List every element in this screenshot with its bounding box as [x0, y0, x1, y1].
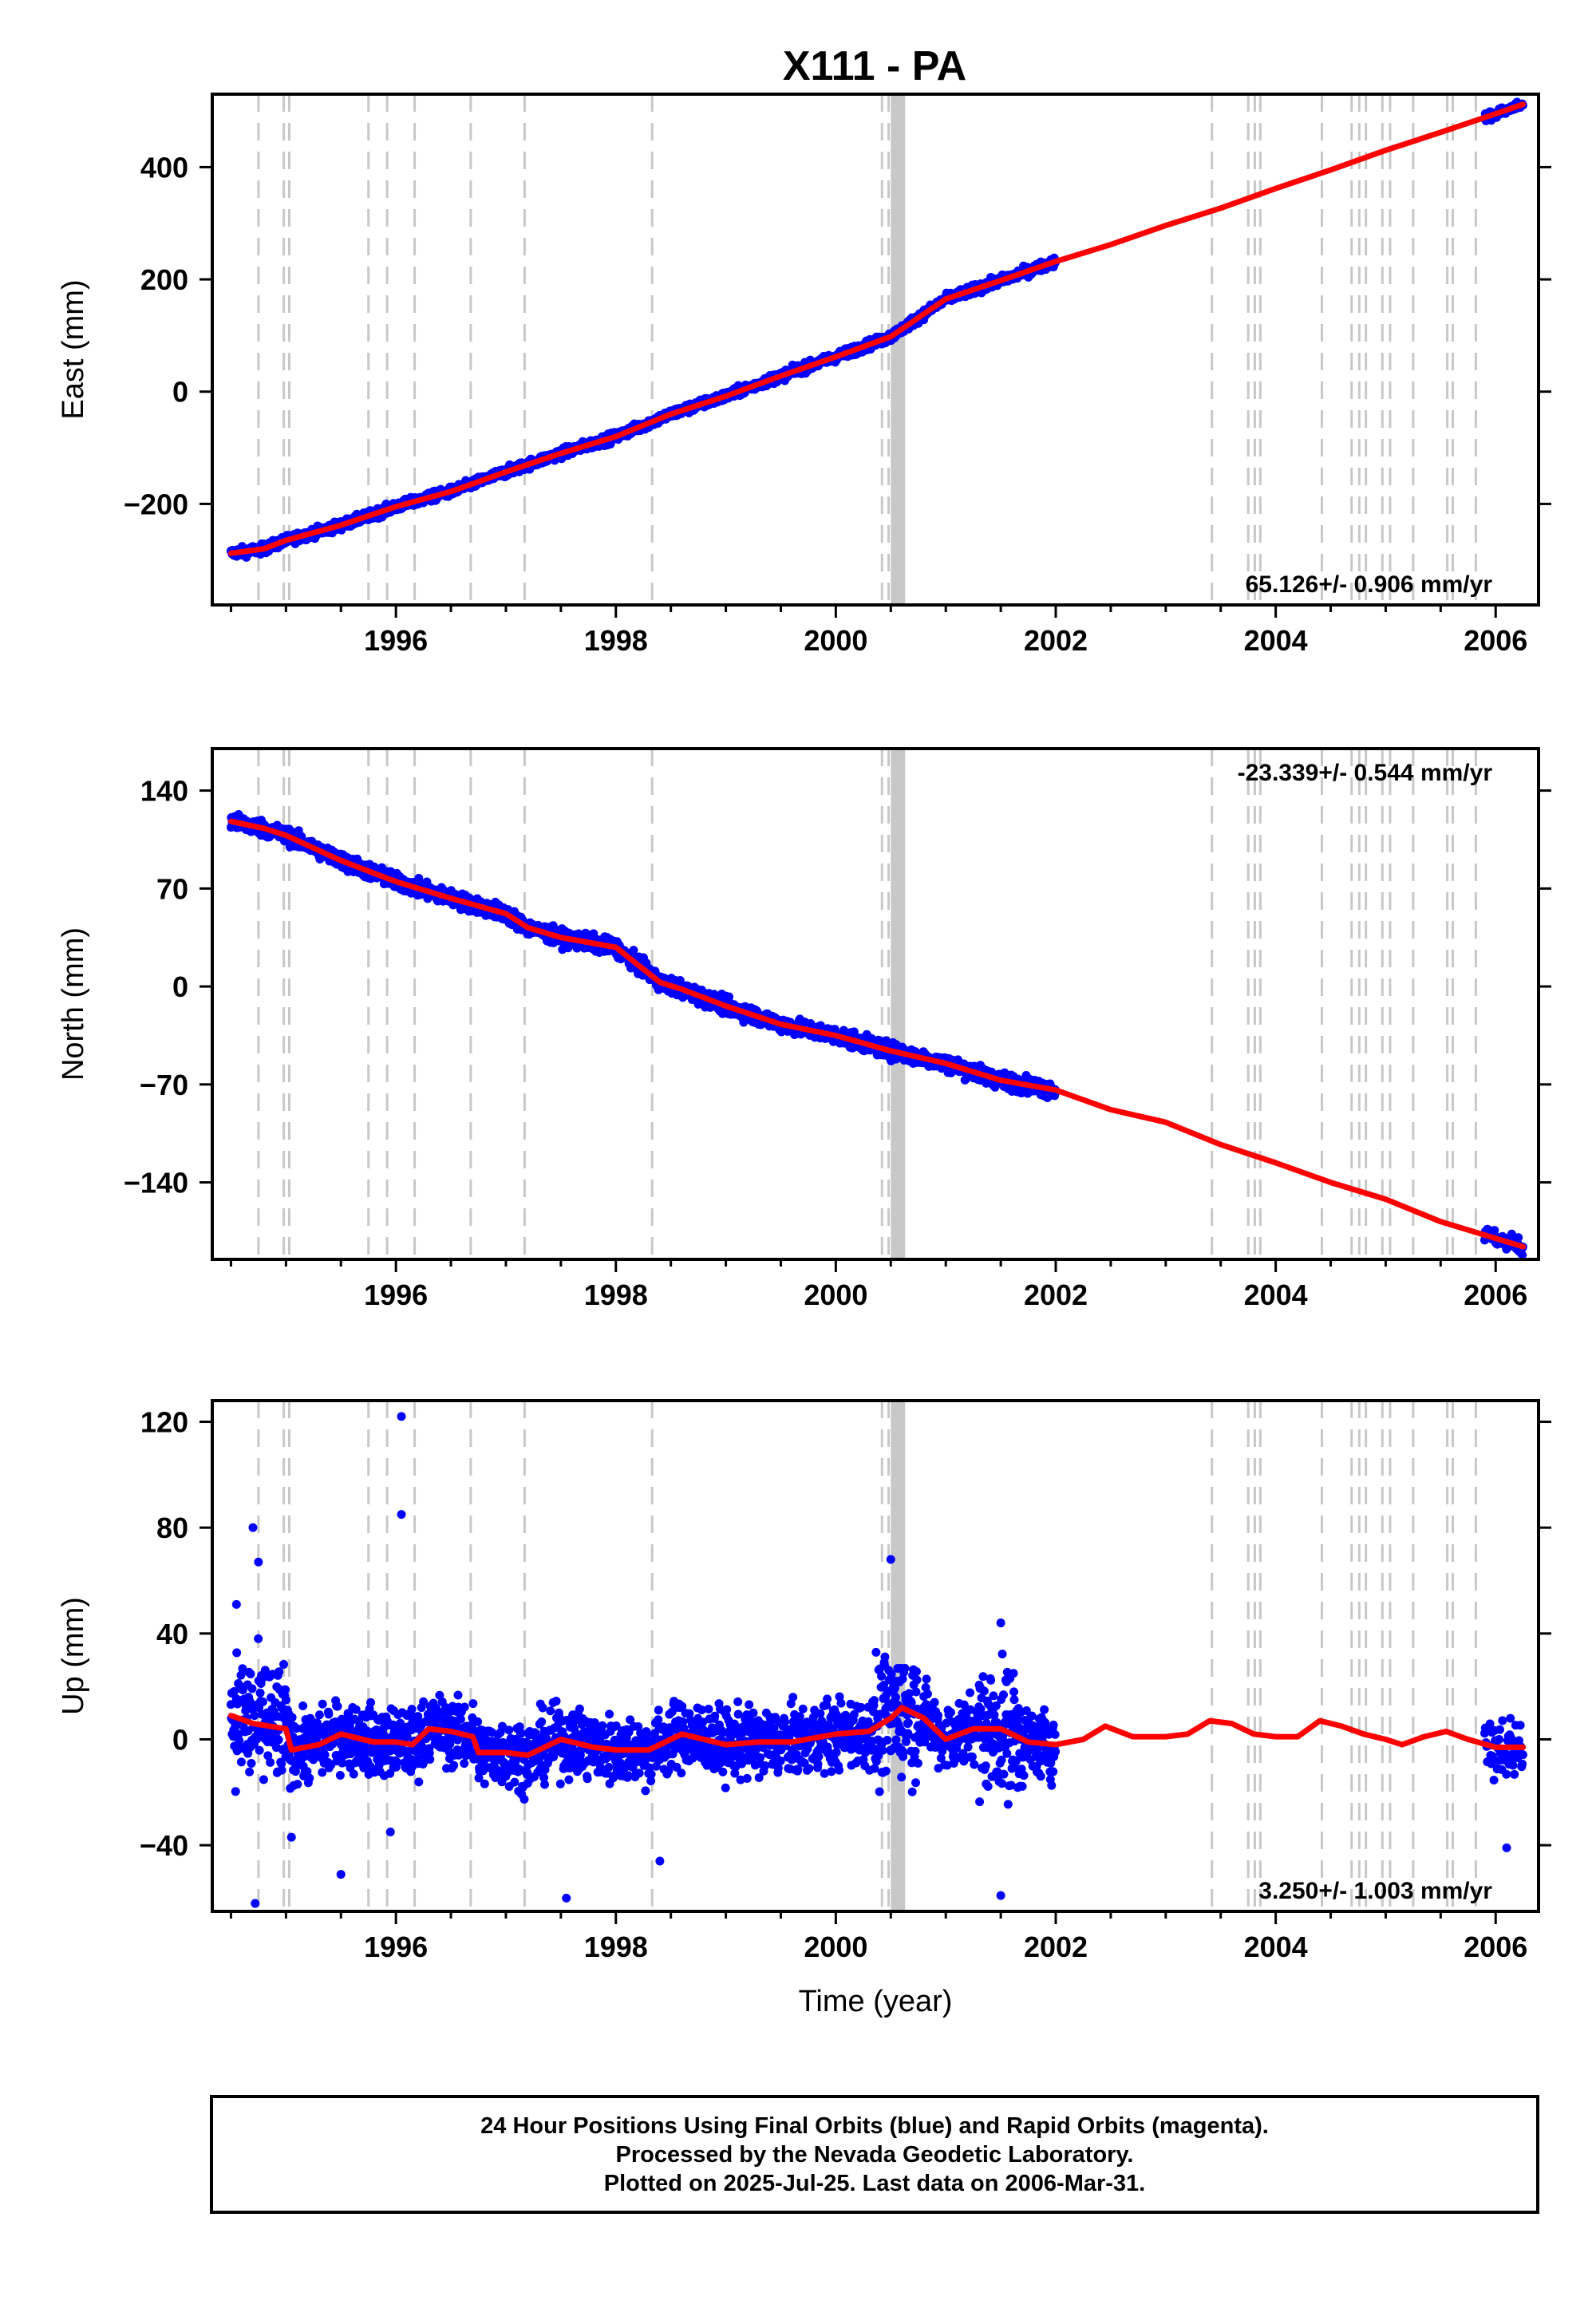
x-tick-label: 2006 [1464, 624, 1527, 657]
y-tick-label: −140 [124, 1167, 188, 1199]
data-point [238, 1664, 247, 1674]
plot-area-up [226, 1401, 1527, 1911]
data-point [266, 1757, 275, 1767]
data-point [629, 946, 638, 955]
data-point [335, 1771, 345, 1780]
data-point [318, 1768, 327, 1777]
data-point [293, 1780, 302, 1789]
data-point [258, 1697, 267, 1706]
y-tick-label: 0 [172, 970, 188, 1003]
data-point [298, 1701, 308, 1711]
event-band [891, 749, 906, 1259]
data-point [291, 1724, 301, 1733]
x-tick-label: 2002 [1024, 1279, 1088, 1311]
data-point [366, 1697, 376, 1707]
y-axis-label: East (mm) [57, 279, 90, 419]
data-point [275, 1667, 284, 1677]
data-point [372, 1726, 381, 1736]
x-tick-label: 2004 [1244, 624, 1308, 657]
plot-title: X111 - PA [783, 43, 966, 89]
panel-east: 1996 1998 2000 2002 2004 2006 −200 0 200 400 East … [57, 93, 1551, 657]
y-axis-label: North (mm) [57, 927, 90, 1081]
data-point [274, 1735, 283, 1745]
y-tick-label: 400 [140, 151, 188, 184]
data-point [277, 1765, 286, 1775]
data-point [259, 1775, 268, 1784]
data-point [333, 1701, 342, 1711]
x-tick-label: 2002 [1024, 624, 1088, 657]
y-tick-label: 140 [140, 775, 188, 808]
data-point [235, 1736, 244, 1745]
data-point [349, 1769, 358, 1779]
data-point [277, 1759, 286, 1769]
data-point [280, 1685, 290, 1694]
data-point [287, 1713, 297, 1722]
plot-frame-east [211, 93, 1540, 607]
x-tick-label: 1996 [364, 624, 428, 657]
data-point [320, 1750, 330, 1760]
data-point [263, 1751, 273, 1761]
data-point [247, 1684, 257, 1694]
data-point [279, 1659, 289, 1669]
y-tick-label: 0 [172, 376, 188, 409]
x-tick-label: 2000 [804, 624, 867, 657]
data-point [299, 1752, 309, 1761]
x-tick-label: 1998 [584, 624, 648, 657]
data-point [318, 1699, 327, 1709]
panel-north: 1996 1998 2000 2002 2004 2006 −140 −70 0 70 140 Nor… [57, 747, 1551, 1311]
data-point [255, 1745, 264, 1755]
y-tick-label: 200 [140, 263, 188, 296]
model-line-north [227, 818, 1527, 1250]
data-point [1514, 1233, 1523, 1243]
panels: 1996 1998 2000 2002 2004 2006 −200 0 200 400 East … [57, 93, 1551, 2018]
data-point [1490, 1226, 1499, 1235]
x-tick-label: 2006 [1464, 1279, 1527, 1311]
data-point [324, 1709, 334, 1719]
data-point [254, 1634, 263, 1643]
data-point [1518, 1250, 1527, 1259]
data-point [302, 1767, 312, 1777]
data-point [226, 1700, 235, 1709]
data-point [231, 1787, 240, 1796]
data-point [305, 1773, 314, 1783]
data-point [232, 1648, 242, 1658]
data-points-up [226, 1412, 1527, 1908]
event-band [891, 1401, 906, 1911]
y-tick-label: −70 [140, 1069, 188, 1101]
rate-label: -23.339+/- 0.544 mm/yr [1238, 760, 1493, 786]
x-tick-label: 1996 [364, 1279, 428, 1311]
data-point [250, 1711, 259, 1721]
y-tick-label: 70 [156, 872, 188, 905]
y-tick-label: −200 [124, 488, 188, 520]
data-point [246, 1669, 255, 1678]
rate-label: 65.126+/- 0.906 mm/yr [1246, 571, 1493, 598]
event-band [891, 94, 906, 605]
x-tick-label: 1998 [584, 1279, 648, 1311]
data-point [351, 1705, 361, 1714]
data-point [881, 1036, 891, 1045]
data-point [281, 1695, 290, 1705]
data-point [236, 1757, 246, 1767]
plot-area-east [226, 94, 1527, 605]
data-point [236, 1670, 246, 1680]
data-point [260, 1666, 270, 1675]
x-tick-label: 2004 [1244, 1279, 1308, 1311]
model-line-east [227, 101, 1527, 556]
data-point [338, 1758, 347, 1768]
plot-area-north [226, 749, 1527, 1259]
data-points-north [226, 810, 1527, 1259]
data-point [255, 1688, 265, 1697]
data-point [245, 1767, 255, 1777]
data-point [247, 1758, 256, 1768]
plot-frame-north [211, 747, 1540, 1261]
x-tick-label: 2000 [804, 1279, 867, 1311]
data-point [314, 1710, 324, 1720]
